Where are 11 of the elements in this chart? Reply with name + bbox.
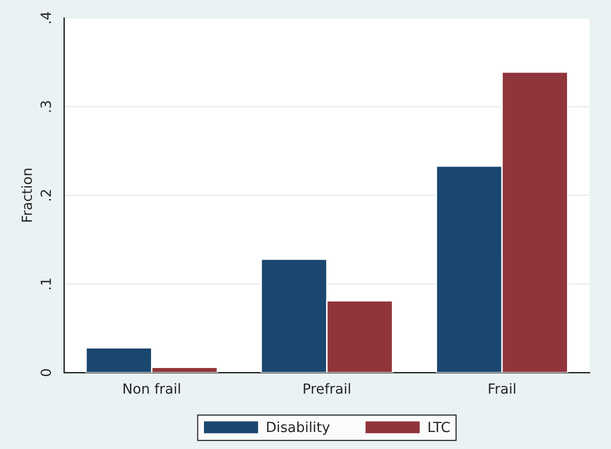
- y-tick-label: .4: [40, 12, 51, 24]
- y-tick-label: .2: [40, 190, 51, 200]
- legend-label: LTC: [428, 422, 450, 432]
- legend-label: Disability: [267, 421, 330, 435]
- y-axis-title: Fraction: [21, 168, 32, 222]
- x-tick-label: Non frail: [124, 383, 180, 394]
- x-tick-label: Prefrail: [304, 383, 350, 394]
- y-tick-label: .3: [40, 101, 52, 112]
- y-tick-label: .1: [40, 278, 51, 290]
- x-tick-label: Frail: [488, 383, 516, 394]
- y-tick-label: 0: [40, 369, 52, 376]
